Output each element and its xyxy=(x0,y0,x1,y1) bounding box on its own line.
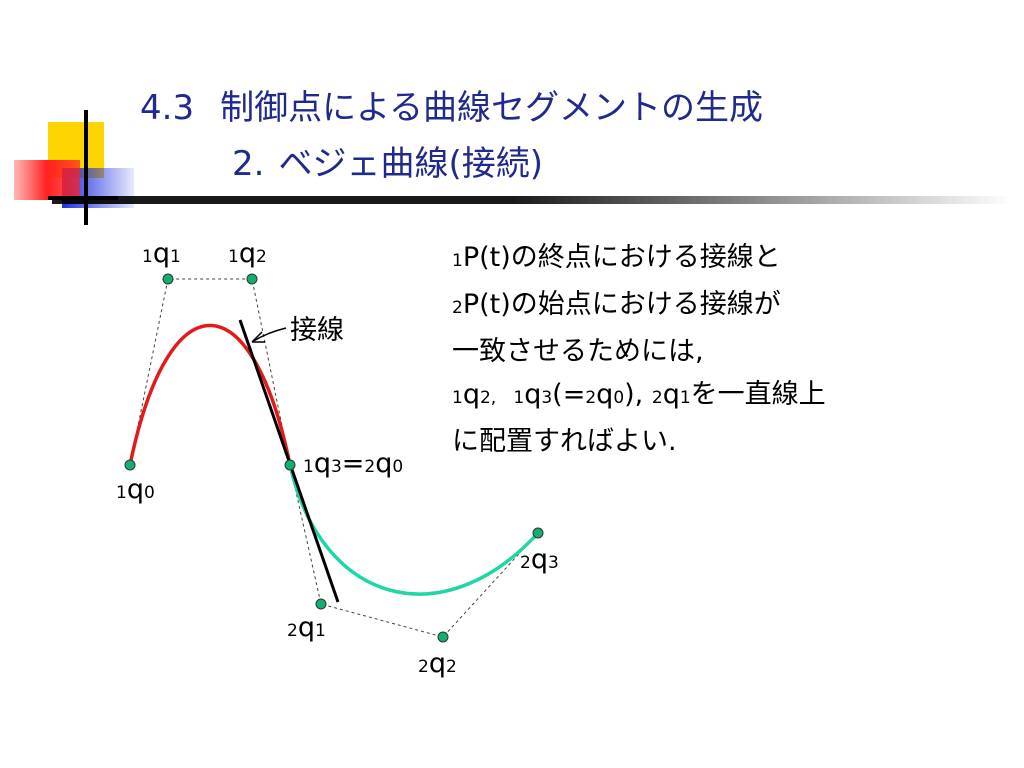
explanation-line-1: 1P(t)の終点における接線と xyxy=(452,242,781,273)
title-text: 制御点による曲線セグメントの生成 xyxy=(220,88,764,128)
explanation-line-4: 1q2, 1q3(=2q0), 2q1を一直線上 xyxy=(452,379,826,410)
control-point-1q2 xyxy=(246,273,258,285)
label-1q3-eq-2q0: 1q3=2q0 xyxy=(303,448,404,479)
label-1q2: 1q2 xyxy=(228,238,267,269)
label-2q1: 2q1 xyxy=(287,612,326,643)
label-1q0: 1q0 xyxy=(116,474,155,505)
control-polygon-curve1 xyxy=(129,278,291,466)
control-point-2q1 xyxy=(315,598,327,610)
control-polygon-curve2 xyxy=(289,464,539,638)
slide-title-line2: 2. ベジェ曲線(接続) xyxy=(232,136,543,185)
bezier-curve-1 xyxy=(128,323,292,466)
slide-title-line1: 4.3 制御点による曲線セグメントの生成 xyxy=(140,80,763,129)
control-point-1q1 xyxy=(162,273,174,285)
subtitle-text: ベジェ曲線(接続) xyxy=(278,144,543,184)
explanation-line-2: 2P(t)の始点における接線が xyxy=(452,289,781,320)
subtitle-number: 2. xyxy=(232,144,265,184)
explanation-line-3: 一致させるためには, xyxy=(452,336,704,367)
explanation-text: 1P(t)の終点における接線と 2P(t)の始点における接線が 一致させるために… xyxy=(452,236,826,463)
tangent-pointer-arrow xyxy=(251,327,287,343)
title-divider-rule xyxy=(52,196,1012,204)
control-point-1q3 xyxy=(284,459,296,471)
slide-logo-decoration xyxy=(14,110,134,225)
control-point-2q3 xyxy=(532,527,544,539)
control-point-1q0 xyxy=(124,459,136,471)
tangent-pointer-arrowhead xyxy=(251,331,265,343)
explanation-line-5: に配置すればよい. xyxy=(452,426,677,457)
title-section-number: 4.3 xyxy=(140,88,195,128)
label-2q3: 2q3 xyxy=(520,544,559,575)
control-point-2q2 xyxy=(437,631,449,643)
label-2q2: 2q2 xyxy=(418,648,457,679)
label-1q1: 1q1 xyxy=(142,238,181,269)
tangent-label: 接線 xyxy=(290,315,344,346)
